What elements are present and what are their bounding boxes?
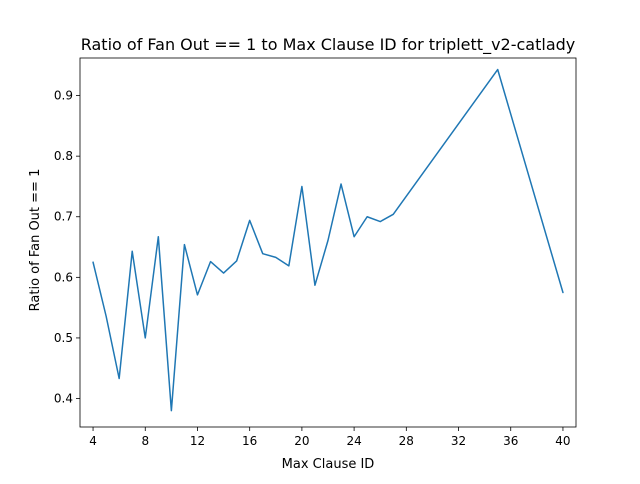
y-tick-label: 0.8 <box>54 149 73 163</box>
x-axis-label: Max Clause ID <box>282 457 375 472</box>
x-tick-label: 32 <box>451 434 466 448</box>
x-tick-label: 28 <box>399 434 414 448</box>
plot-area: 4 8 12 16 20 24 28 32 36 40 0.4 0.5 0.6 0.7 0.8 0.9 <box>54 57 577 448</box>
x-tick-label: 8 <box>141 434 149 448</box>
x-tick-label: 20 <box>294 434 309 448</box>
series-line-0 <box>92 68 564 412</box>
x-tick-label: 40 <box>555 434 570 448</box>
y-tick-label: 0.5 <box>54 331 73 345</box>
y-tick-label: 0.9 <box>54 89 73 103</box>
axes-frame <box>79 57 577 428</box>
y-tick-label: 0.7 <box>54 210 73 224</box>
x-tick-label: 24 <box>346 434 361 448</box>
x-tick-label: 4 <box>89 434 97 448</box>
x-tick-label: 36 <box>503 434 518 448</box>
x-tick-label: 12 <box>190 434 205 448</box>
y-tick-label: 0.4 <box>54 392 73 406</box>
y-axis-label: Ratio of Fan Out == 1 <box>28 169 43 312</box>
chart-title: Ratio of Fan Out == 1 to Max Clause ID f… <box>81 35 576 55</box>
y-tick-label: 0.6 <box>54 270 73 284</box>
x-tick-label: 16 <box>242 434 257 448</box>
